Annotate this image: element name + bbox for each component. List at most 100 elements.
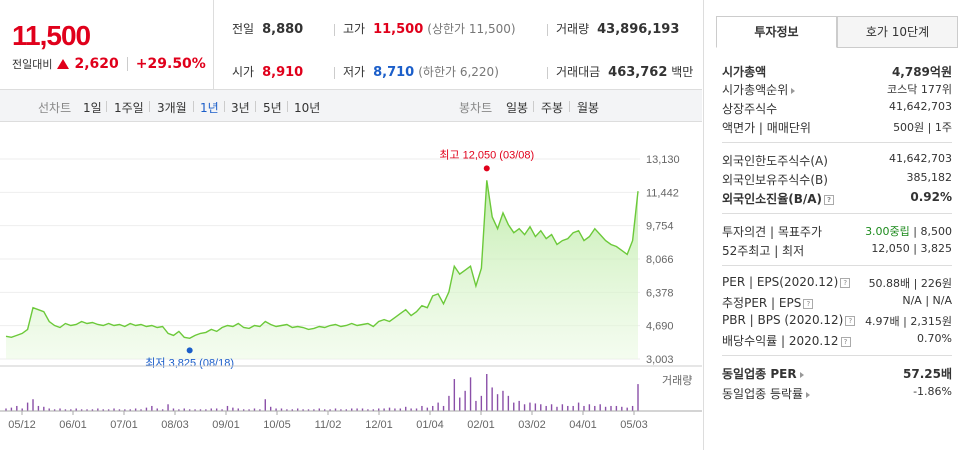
help-icon[interactable]: ? — [824, 194, 835, 205]
period-toolbar: 선차트 1일 1주일 3개월 1년 3년 5년 10년 봉차트 일봉 주봉 월봉 — [0, 90, 702, 122]
volume-bar — [286, 409, 288, 411]
volume-bar — [540, 404, 542, 411]
volume-bar — [361, 408, 364, 411]
candle-weekly-button[interactable]: 주봉 — [541, 101, 564, 115]
volume-bar — [351, 408, 353, 411]
volume-bar — [550, 404, 553, 411]
row-market-cap-rank: 시가총액순위 코스닥 177위 — [722, 83, 952, 97]
volume-bar — [210, 408, 212, 411]
help-icon[interactable]: ? — [845, 315, 856, 326]
volume-bar — [604, 406, 607, 411]
help-icon[interactable]: ? — [840, 336, 851, 347]
line-chart-label: 선차트 — [38, 101, 72, 115]
row-dividend: 배당수익률 | 2020.12? 0.70% — [722, 332, 952, 348]
row-per: PER | EPS(2020.12)? 50.88배 | 226원 — [722, 275, 952, 290]
volume-bar — [172, 408, 175, 411]
volume-bar — [269, 406, 272, 411]
volume-bar — [37, 405, 40, 411]
period-1w-button[interactable]: 1주일 — [114, 101, 144, 115]
volume-bar — [464, 390, 466, 411]
volume-bar — [124, 409, 126, 411]
volume-bar — [356, 408, 358, 411]
help-icon[interactable]: ? — [803, 298, 814, 309]
volume-bar — [432, 405, 434, 411]
volume-bar — [469, 377, 472, 411]
row-foreign-ratio: 외국인소진율(B/A)? 0.92% — [722, 190, 952, 206]
volume-bar — [280, 408, 283, 411]
period-1y-button[interactable]: 1년 — [200, 101, 219, 115]
period-3m-button[interactable]: 3개월 — [157, 101, 187, 115]
volume-bar — [615, 405, 618, 411]
volume-bar — [513, 402, 515, 411]
volume-bar — [399, 408, 402, 411]
volume-bar — [59, 408, 61, 411]
row-sector-per: 동일업종 PER 57.25배 — [722, 367, 952, 381]
volume-bar — [75, 408, 77, 411]
volume-bars — [5, 374, 639, 411]
volume-bar — [577, 402, 580, 411]
stat-open: 시가 8,910 — [232, 65, 304, 80]
volume-bar — [307, 409, 310, 411]
divider — [126, 57, 128, 71]
change-amount: 2,620 — [74, 56, 119, 72]
volume-bar — [156, 408, 158, 411]
volume-bar — [118, 409, 121, 411]
volume-bar — [242, 409, 245, 411]
volume-bar — [507, 395, 510, 411]
x-tick-label: 05/12 — [8, 419, 36, 431]
y-axis: 13,130 11,442 9,754 8,066 6,378 4,690 3,003 — [646, 154, 680, 366]
volume-bar — [556, 406, 558, 411]
volume-bar — [232, 407, 234, 411]
x-axis: 05/12 06/01 07/01 08/03 09/01 10/05 11/02 12/01… — [8, 411, 648, 431]
x-tick-label: 03/02 — [518, 419, 546, 431]
volume-bar — [140, 409, 142, 411]
volume-bar — [5, 408, 7, 411]
candle-monthly-button[interactable]: 월봉 — [577, 101, 600, 115]
volume-bar — [534, 403, 537, 411]
tab-investment-info[interactable]: 투자정보 — [716, 16, 837, 48]
stat-high: 고가 11,500 (상한가 11,500) — [334, 20, 516, 37]
volume-bar — [426, 407, 429, 411]
volume-bar — [388, 407, 391, 411]
x-tick-label: 08/03 — [161, 419, 189, 431]
volume-bar — [324, 409, 326, 411]
period-10y-button[interactable]: 10년 — [294, 101, 321, 115]
volume-bar — [264, 399, 266, 411]
volume-bar — [475, 400, 477, 411]
period-3y-button[interactable]: 3년 — [231, 101, 250, 115]
candle-daily-button[interactable]: 일봉 — [506, 101, 529, 115]
volume-bar — [437, 402, 439, 411]
row-face-value: 액면가 | 매매단위 500원 | 1주 — [722, 121, 952, 135]
volume-bar — [588, 404, 591, 411]
tab-order-book[interactable]: 호가 10단계 — [837, 16, 958, 48]
high-marker — [483, 165, 490, 172]
volume-bar — [188, 409, 191, 411]
volume-bar — [442, 405, 445, 411]
volume-bar — [302, 409, 304, 411]
volume-bar — [199, 409, 202, 411]
volume-bar — [80, 409, 83, 411]
volume-bar — [237, 408, 239, 411]
current-price: 11,500 — [12, 20, 91, 51]
volume-bar — [453, 379, 456, 411]
stat-prev-close: 전일 8,880 — [232, 22, 304, 37]
volume-bar — [113, 408, 115, 411]
volume-bar — [480, 395, 483, 411]
volume-bar — [248, 409, 250, 411]
low-marker — [186, 347, 193, 354]
row-52week: 52주최고 | 최저 12,050 | 3,825 — [722, 242, 952, 258]
volume-bar — [583, 405, 585, 411]
volume-bar — [523, 404, 526, 411]
volume-bar — [145, 407, 148, 411]
help-icon[interactable]: ? — [840, 277, 851, 288]
up-arrow-icon — [57, 59, 70, 69]
period-1d-button[interactable]: 1일 — [83, 101, 102, 115]
stat-volume: 거래량 43,896,193 — [547, 20, 679, 37]
volume-bar — [151, 405, 153, 411]
stats-grid: 전일 8,880 시가 8,910 고가 11,500 (상한가 11,500) 저가 8… — [214, 0, 702, 90]
volume-bar — [253, 408, 256, 411]
volume-bar — [21, 408, 23, 411]
volume-bar — [86, 409, 88, 411]
x-tick-label: 04/01 — [569, 419, 597, 431]
period-5y-button[interactable]: 5년 — [263, 101, 282, 115]
